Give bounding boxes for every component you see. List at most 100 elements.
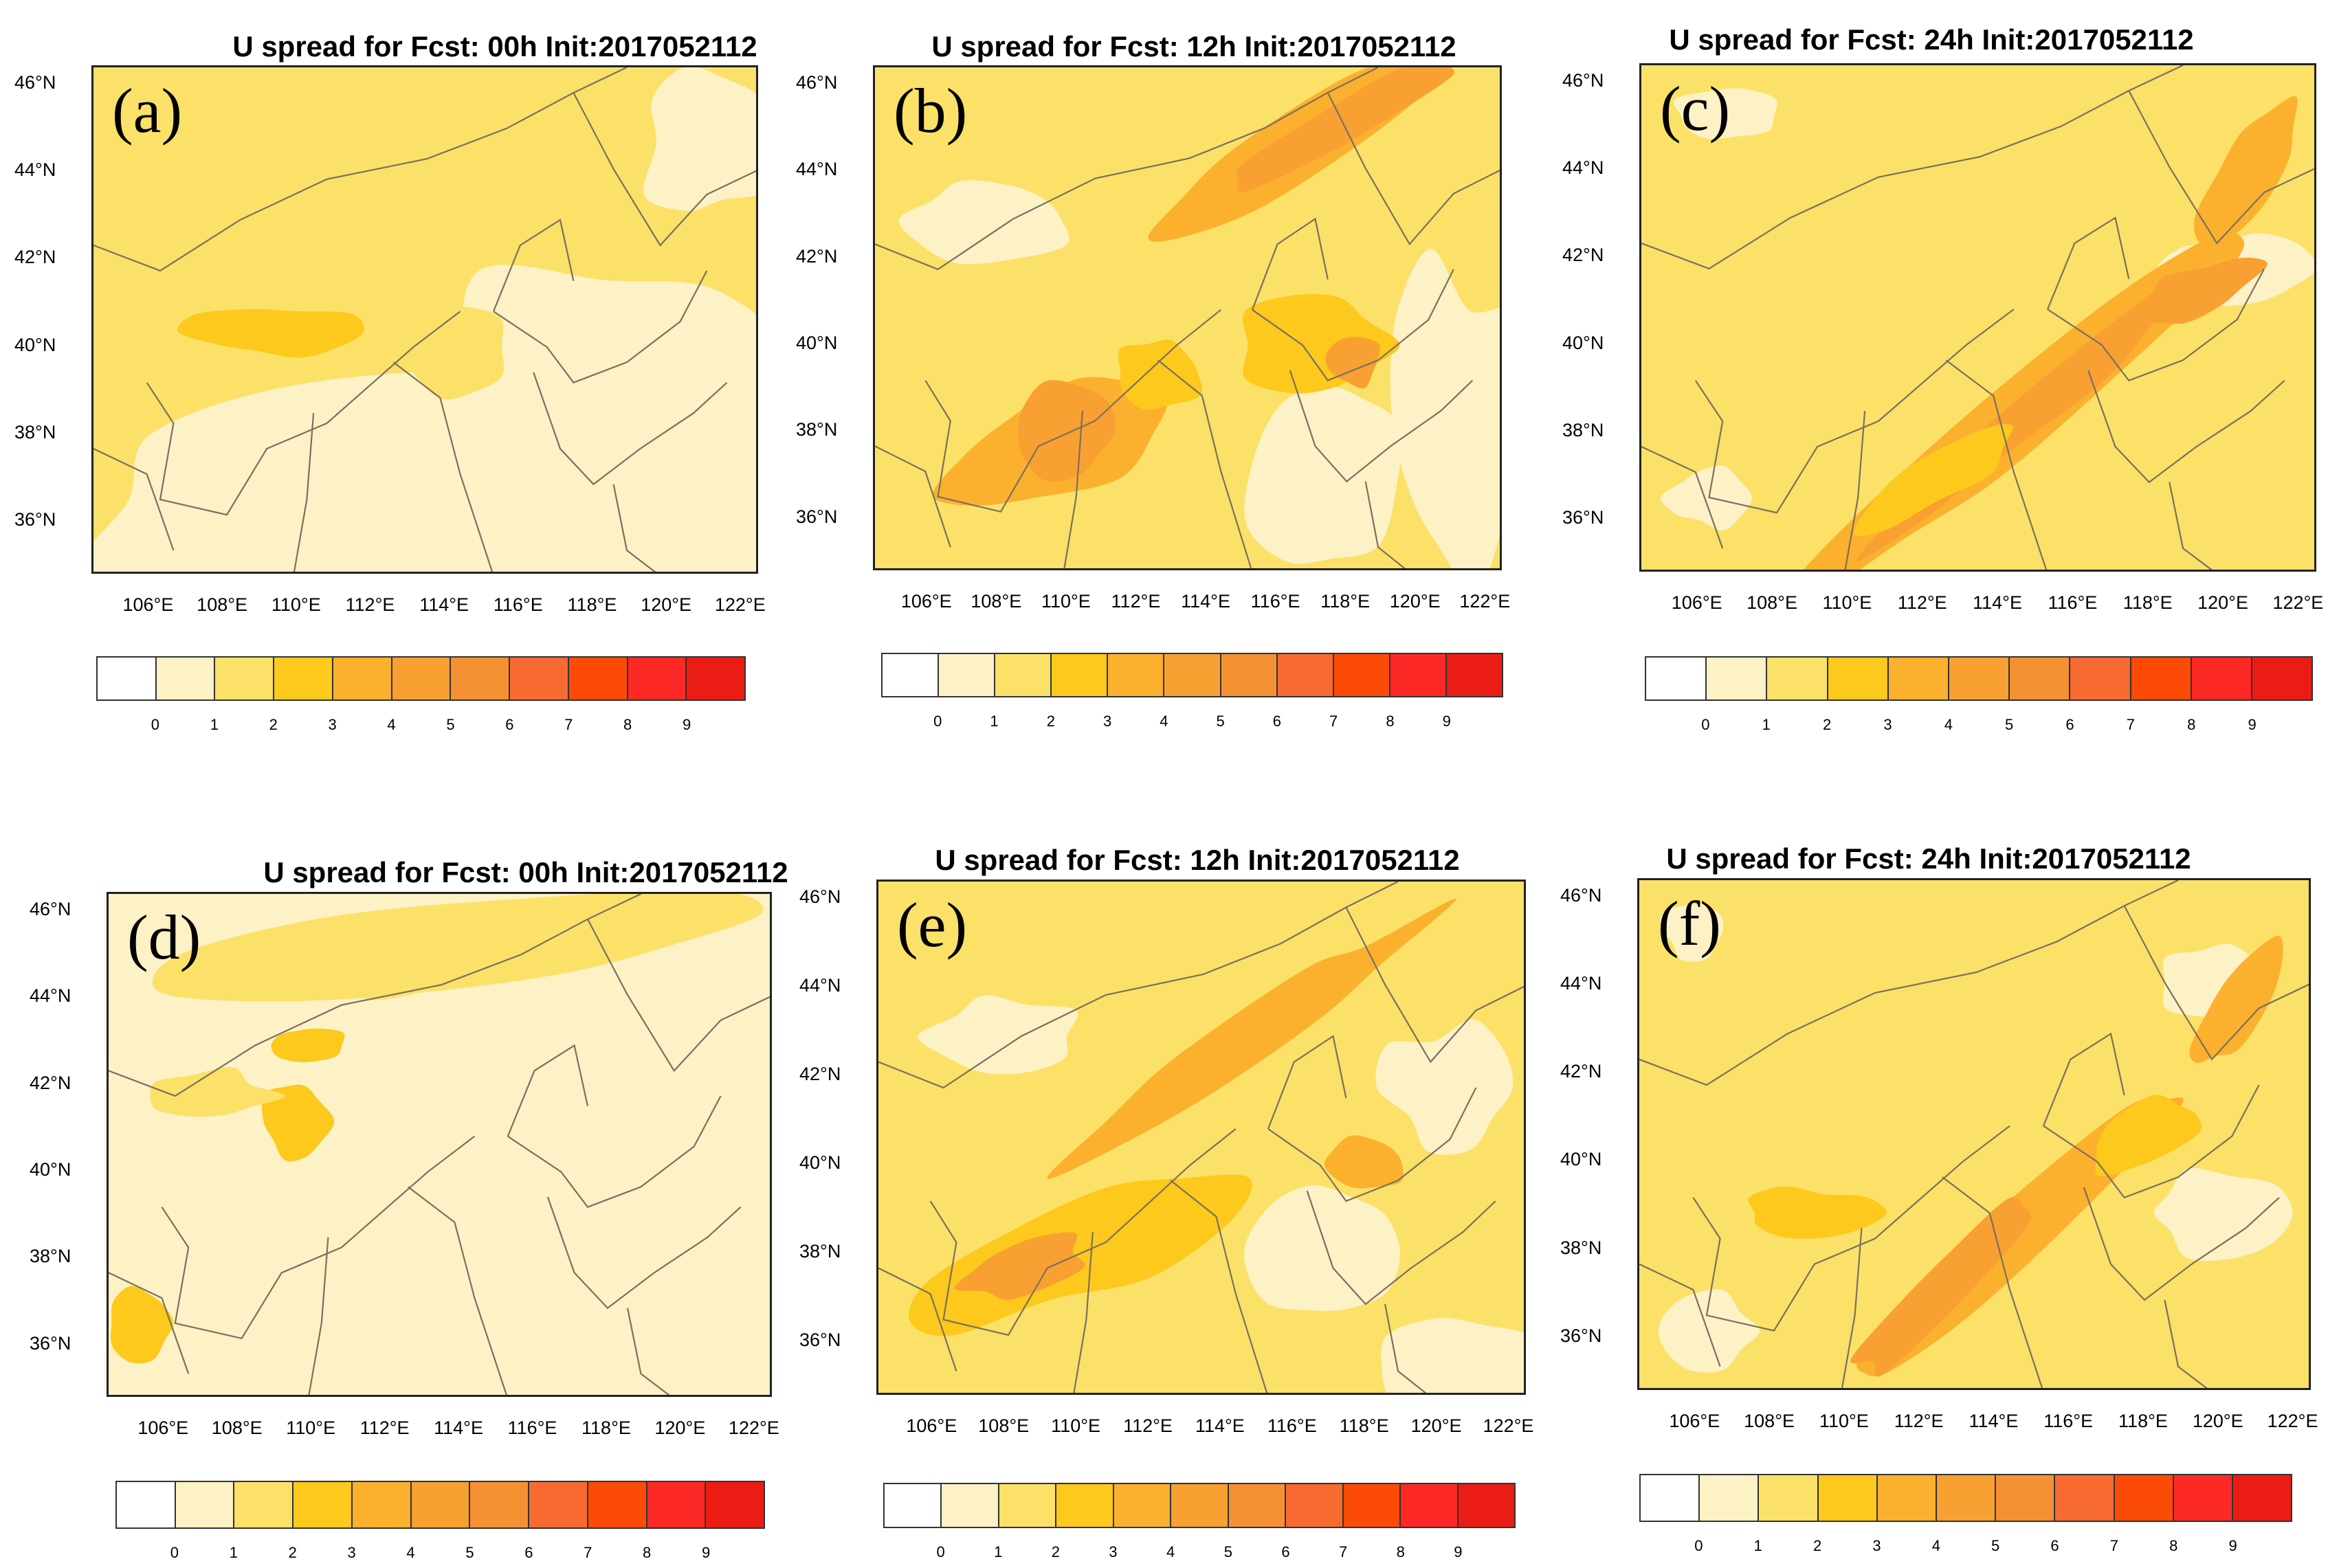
colorbar-box [1996,1475,2056,1521]
province-boundary [1692,1125,2010,1332]
spread-contour-fill [898,180,1069,265]
panel-title: U spread for Fcst: 12h Init:2017052112 [931,30,1456,63]
province-boundary [929,1128,1237,1336]
province-boundary [1063,410,1083,568]
lon-tick-label: 112°E [1894,1411,1944,1431]
spread-contour-fill [1236,67,1455,192]
map-shading [1639,880,2309,1388]
colorbar-tick-label: 1 [990,713,999,730]
spread-contour-fill [320,938,511,1000]
province-boundary [2047,268,2265,382]
colorbar-box [1828,658,1889,699]
spread-contour-fill [1047,898,1456,1179]
colorbar-tick-label: 8 [1396,1543,1405,1560]
colorbar-tick-label: 0 [1694,1537,1703,1554]
lon-tick-label: 118°E [1320,591,1371,612]
province-boundary [2128,90,2314,245]
colorbar-box [392,658,452,699]
spread-contour-fill [261,1084,335,1162]
colorbar-box [333,658,392,699]
map-shading [1641,65,2314,570]
province-boundary [109,1272,190,1374]
spread-contour-fill [643,67,756,211]
lat-tick-label: 46°N [796,71,838,93]
colorbar-box [1164,654,1221,696]
spread-contour-fill [1244,385,1402,564]
colorbar [115,1481,765,1529]
colorbar-box [156,658,216,699]
colorbar-tick-label: 1 [1753,1537,1762,1554]
spread-contour-fill [1659,1289,1760,1373]
spread-contour-fill [1673,88,1777,139]
colorbar-box [451,658,511,699]
colorbar-box [2114,1475,2174,1521]
colorbar-tick-label: 6 [524,1544,533,1561]
spread-contour-fill [450,265,756,572]
lat-tick-label: 42°N [14,247,56,268]
lon-tick-label: 110°E [286,1418,336,1438]
lon-tick-label: 106°E [137,1418,189,1438]
lon-tick-label: 120°E [2192,1411,2243,1431]
colorbar-box [1113,1484,1172,1527]
province-boundary [587,919,770,1073]
colorbar-box [1221,654,1278,696]
lon-tick-label: 112°E [345,594,395,615]
colorbar-tick-label: 5 [1216,713,1225,730]
lon-tick-label: 116°E [2048,592,2098,613]
province-boundary [875,445,951,548]
lat-tick-label: 40°N [30,1158,71,1180]
spread-contour-fill [1380,1318,1524,1393]
lon-tick-label: 120°E [2197,592,2248,613]
lon-tick-label: 122°E [728,1418,779,1438]
colorbar-tick-label: 8 [1386,713,1395,730]
lat-tick-label: 42°N [30,1072,71,1093]
map-shading [93,67,756,572]
lon-tick-label: 116°E [2043,1411,2094,1431]
lat-tick-label: 38°N [30,1246,71,1267]
lat-tick-label: 46°N [30,898,71,919]
colorbar-tick-label: 9 [1454,1543,1463,1560]
colorbar-tick-label: 7 [1338,1543,1348,1560]
colorbar-tick-label: 5 [446,716,455,733]
colorbar-box [352,1482,412,1527]
colorbar-tick-label: 7 [1329,713,1338,730]
colorbar-tick-label: 4 [1931,1537,1940,1554]
colorbar-tick-label: 4 [1160,713,1168,730]
colorbar-box [1171,1484,1229,1527]
colorbar-tick-label: 5 [465,1544,474,1561]
panel-label: (c) [1660,74,1731,144]
colorbar-box [706,1482,764,1527]
province-boundary [533,372,728,486]
colorbar-box [98,658,157,699]
colorbar-box [2173,1475,2233,1521]
colorbar-box [1646,658,1707,699]
lat-tick-label: 36°N [30,1332,71,1354]
colorbar-tick-label: 6 [1272,713,1282,730]
lon-tick-label: 108°E [971,591,1022,612]
province-boundary [1157,359,1252,568]
colorbar-box [510,658,569,699]
province-boundary [1327,92,1500,246]
province-boundary [1170,1180,1268,1393]
colorbar-tick-label: 7 [2109,1537,2119,1554]
province-boundary [2083,1187,2280,1301]
lat-tick-label: 36°N [14,509,56,530]
panel-label: (f) [1658,888,1721,959]
lat-tick-label: 46°N [1562,69,1604,91]
lon-tick-label: 116°E [1267,1415,1317,1436]
lon-tick-label: 106°E [122,594,174,615]
colorbar [881,653,1503,697]
province-boundary [1639,1263,1721,1367]
lat-tick-label: 38°N [1562,420,1604,441]
colorbar-box [568,658,628,699]
colorbar-box [687,658,745,699]
colorbar-box [1759,1475,1819,1521]
lon-tick-label: 114°E [419,594,469,615]
province-boundary [146,311,461,516]
colorbar-tick-label: 0 [1701,716,1710,733]
lon-tick-label: 110°E [1819,1411,1869,1431]
colorbar-box [995,654,1052,696]
province-boundary [573,92,756,247]
lat-tick-label: 36°N [796,506,838,527]
colorbar-box [274,658,333,699]
